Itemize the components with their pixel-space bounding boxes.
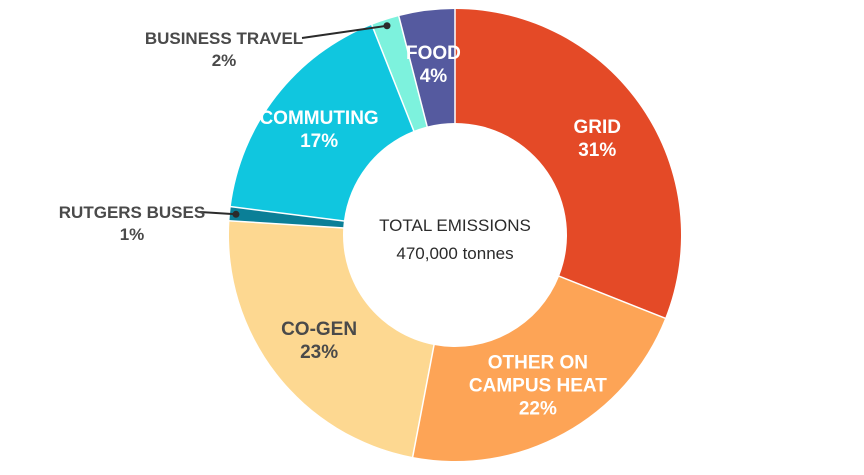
slice-label-other-on-campus-heat: OTHER ON CAMPUS HEAT 22% xyxy=(469,353,607,420)
slice-separator xyxy=(228,219,345,229)
slice-label-co-gen: CO-GEN 23% xyxy=(281,319,357,363)
donut-slices xyxy=(228,8,681,461)
leader-lines xyxy=(199,22,391,218)
slice-label-business-travel: BUSINESS TRAVEL 2% xyxy=(145,29,303,70)
slice-commuting xyxy=(230,24,414,221)
slice-separator xyxy=(229,205,345,222)
leader-dot-business-travel xyxy=(383,22,391,30)
slice-rutgers-buses xyxy=(229,206,344,228)
slice-grid xyxy=(455,9,681,319)
slice-label-food: FOOD 4% xyxy=(406,43,461,87)
leader-line-business-travel xyxy=(301,24,388,39)
center-label-value: 470,000 tonnes xyxy=(396,244,513,263)
slice-separator xyxy=(557,275,667,320)
slice-label-commuting: COMMUTING 17% xyxy=(259,108,378,152)
slice-separator xyxy=(411,343,435,459)
center-label-title: TOTAL EMISSIONS xyxy=(379,216,531,235)
slice-separator xyxy=(397,14,429,128)
slice-food xyxy=(398,9,455,127)
slice-co-gen xyxy=(228,220,435,457)
center-label: TOTAL EMISSIONS 470,000 tonnes xyxy=(379,216,531,263)
leader-line-rutgers-buses xyxy=(199,211,237,216)
slice-label-rutgers-buses: RUTGERS BUSES 1% xyxy=(59,203,205,244)
slice-label-grid: GRID 31% xyxy=(574,117,622,161)
slice-labels: GRID 31% OTHER ON CAMPUS HEAT 22% CO-GEN 23% RU… xyxy=(59,29,621,420)
slice-business-travel xyxy=(371,16,428,131)
slice-separator xyxy=(370,23,415,133)
leader-dot-rutgers-buses xyxy=(232,210,240,218)
slice-other-on-campus-heat xyxy=(412,276,666,461)
